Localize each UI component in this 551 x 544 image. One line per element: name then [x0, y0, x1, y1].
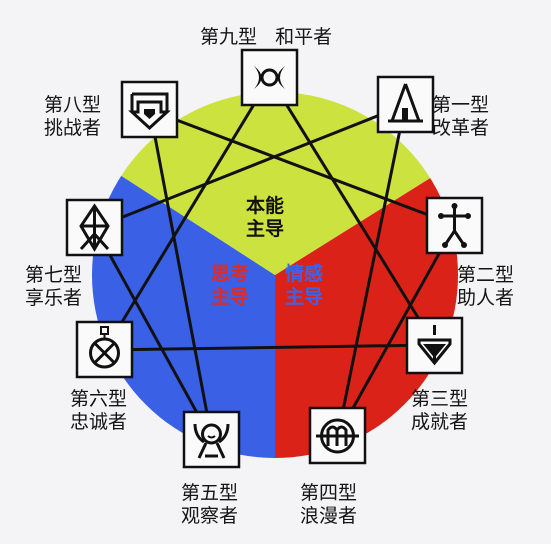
thinking-center-label: 思考 主导	[211, 263, 249, 309]
type3-label: 第三型 成就者	[411, 388, 468, 434]
type3-number: 第三型	[411, 388, 469, 410]
type6-number: 第六型	[70, 388, 128, 410]
line-9-3	[268, 77, 437, 346]
type6-name: 忠诚者	[70, 411, 128, 433]
type3-name: 成就者	[411, 411, 469, 433]
double-crescent-icon	[254, 66, 285, 89]
circled-x-icon	[89, 326, 120, 369]
type5-name: 观察者	[181, 505, 239, 527]
line-6-9	[103, 77, 272, 351]
feeling-region	[275, 175, 458, 458]
thinking-line1: 思考	[211, 263, 250, 285]
type7-box	[65, 198, 124, 257]
spinning-top-icon	[417, 325, 452, 366]
feeling-line1: 情感	[285, 263, 324, 285]
type8-label: 第八型 挑战者	[44, 94, 101, 140]
feeling-line2: 主导	[285, 286, 324, 308]
type9-name: 和平者	[275, 26, 333, 48]
type7-label: 第七型 享乐者	[25, 264, 82, 310]
type3-box	[405, 316, 464, 375]
thinking-line2: 主导	[211, 286, 250, 308]
type8-name: 挑战者	[44, 117, 102, 139]
instinct-line2: 主导	[246, 218, 285, 240]
type7-name: 享乐者	[25, 287, 83, 309]
type1-box	[376, 75, 435, 134]
line-2-8	[149, 108, 456, 227]
observer-face-icon	[193, 423, 230, 459]
feeling-center-label: 情感 主导	[285, 263, 323, 309]
type9-box	[240, 48, 299, 107]
instinct-line1: 本能	[246, 195, 285, 217]
type2-box	[425, 196, 484, 255]
type5-label: 第五型 观察者	[181, 482, 238, 528]
line-7-1	[94, 103, 406, 230]
connection-lines	[93, 77, 457, 441]
type4-number: 第四型	[300, 482, 358, 504]
line-4-2	[336, 224, 457, 436]
type9-number: 第九型	[200, 26, 258, 48]
line-8-5	[148, 109, 214, 441]
line-1-4	[336, 104, 407, 436]
type6-label: 第六型 忠诚者	[70, 388, 127, 434]
type1-label: 第一型 改革者	[432, 94, 489, 140]
type4-box	[308, 406, 367, 465]
instinct-center-label: 本能 主导	[246, 195, 284, 241]
diamond-cross-icon	[79, 203, 110, 252]
type7-number: 第七型	[25, 264, 83, 286]
type5-number: 第五型	[181, 482, 239, 504]
type9-label: 第九型 和平者	[200, 26, 332, 49]
line-3-6	[104, 343, 436, 352]
type2-number: 第二型	[457, 264, 515, 286]
type4-name: 浪漫者	[300, 505, 358, 527]
shield-arrow-icon	[128, 92, 171, 131]
type1-number: 第一型	[432, 94, 490, 116]
type1-name: 改革者	[432, 117, 490, 139]
type6-box	[75, 320, 134, 379]
circled-m-icon	[316, 418, 359, 454]
type8-number: 第八型	[44, 94, 102, 116]
stick-figure-icon	[438, 203, 471, 248]
type8-box	[120, 80, 179, 139]
type2-label: 第二型 助人者	[457, 264, 514, 310]
type5-box	[182, 410, 241, 469]
type-boxes	[65, 48, 484, 469]
type2-name: 助人者	[457, 287, 515, 309]
type4-label: 第四型 浪漫者	[300, 482, 357, 528]
line-5-7	[93, 227, 214, 441]
tower-icon	[388, 83, 423, 123]
